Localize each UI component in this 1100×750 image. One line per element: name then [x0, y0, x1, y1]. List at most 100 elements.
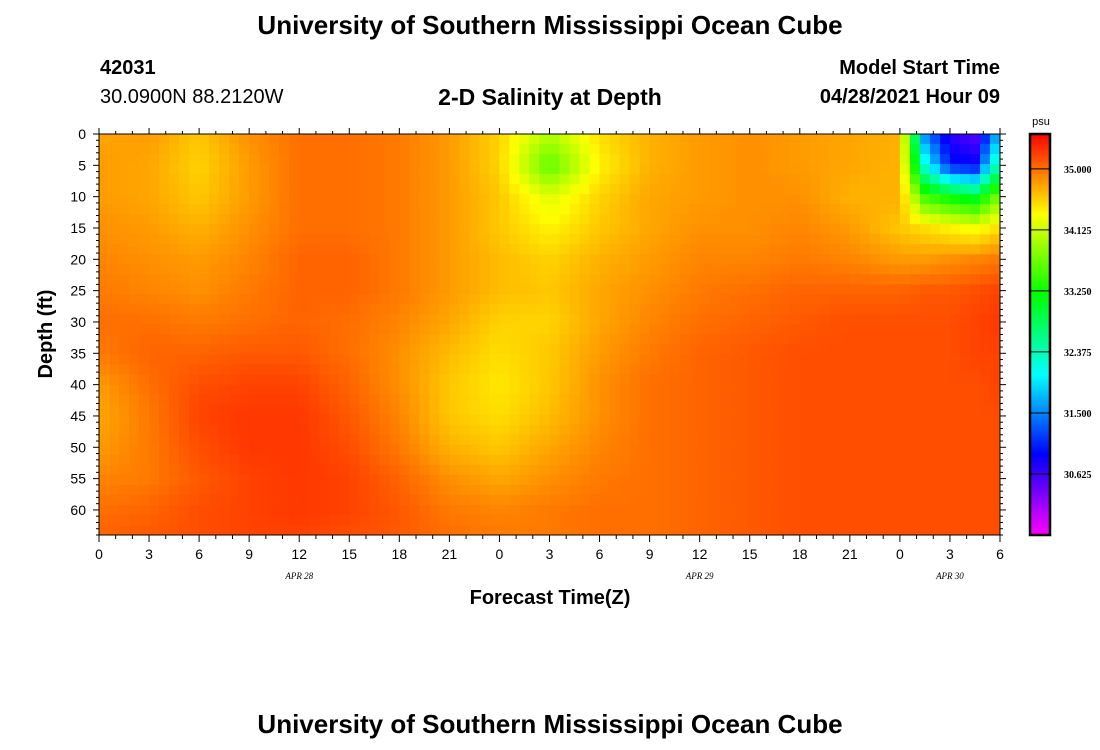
- heat-cell: [989, 304, 1000, 316]
- heat-cell: [229, 454, 240, 466]
- heat-cell: [629, 474, 641, 486]
- heat-cell: [699, 224, 711, 235]
- heat-cell: [619, 234, 631, 245]
- heat-cell: [299, 354, 310, 366]
- heat-cell: [399, 394, 410, 406]
- heat-cell: [799, 454, 811, 466]
- heat-cell: [309, 374, 320, 386]
- heat-cell: [409, 294, 420, 306]
- heat-cell: [279, 334, 290, 346]
- heat-cell: [579, 434, 591, 446]
- heat-cell: [849, 364, 861, 376]
- heat-cell: [409, 254, 420, 265]
- heat-cell: [259, 344, 270, 356]
- heat-cell: [609, 474, 621, 486]
- heat-cell: [439, 484, 450, 496]
- heat-cell: [849, 484, 861, 496]
- heat-cell: [319, 454, 330, 466]
- heat-cell: [539, 184, 551, 195]
- heat-cell: [709, 164, 721, 175]
- heat-cell: [889, 434, 901, 446]
- heat-cell: [169, 394, 180, 406]
- heat-cell: [109, 314, 120, 326]
- heat-cell: [299, 364, 310, 376]
- heat-cell: [339, 444, 350, 456]
- heat-cell: [249, 394, 260, 406]
- heat-cell: [609, 224, 621, 235]
- heat-cell: [619, 414, 631, 426]
- heat-cell: [379, 354, 390, 366]
- heat-cell: [279, 274, 290, 285]
- heat-cell: [139, 334, 150, 346]
- heat-cell: [939, 344, 951, 356]
- heat-cell: [879, 214, 891, 225]
- heat-cell: [569, 454, 581, 466]
- heat-cell: [229, 504, 240, 516]
- heat-cell: [379, 214, 390, 225]
- heat-cell: [529, 164, 541, 175]
- heat-cell: [859, 284, 871, 295]
- heat-cell: [529, 274, 541, 285]
- heat-cell: [899, 484, 911, 496]
- heat-cell: [899, 524, 911, 535]
- heat-cell: [879, 384, 891, 396]
- heat-cell: [349, 264, 360, 275]
- heat-cell: [349, 464, 360, 476]
- heat-cell: [229, 324, 240, 336]
- heat-cell: [709, 464, 721, 476]
- heat-cell: [889, 154, 901, 165]
- heat-cell: [739, 444, 751, 456]
- heat-cell: [439, 204, 450, 215]
- heat-cell: [299, 174, 310, 185]
- heat-cell: [769, 134, 781, 145]
- heat-cell: [559, 504, 571, 516]
- heat-cell: [429, 154, 440, 165]
- heat-cell: [389, 394, 400, 406]
- heat-cell: [589, 424, 601, 436]
- heat-cell: [989, 464, 1000, 476]
- heat-cell: [119, 294, 130, 306]
- heat-cell: [109, 144, 120, 155]
- heat-cell: [449, 304, 460, 316]
- heat-cell: [179, 424, 190, 436]
- heat-cell: [649, 484, 661, 496]
- heat-cell: [779, 224, 791, 235]
- heat-cell: [299, 264, 310, 275]
- heat-cell: [199, 364, 210, 376]
- heat-cell: [729, 404, 741, 416]
- heat-cell: [339, 494, 350, 506]
- heat-cell: [529, 234, 541, 245]
- heat-cell: [329, 494, 340, 506]
- heat-cell: [739, 134, 751, 145]
- heat-cell: [209, 204, 220, 215]
- heat-cell: [659, 494, 671, 506]
- heat-cell: [859, 364, 871, 376]
- heat-cell: [469, 494, 481, 506]
- heat-cell: [859, 194, 871, 205]
- heat-cell: [539, 504, 551, 516]
- heat-cell: [279, 364, 290, 376]
- heat-cell: [509, 174, 521, 185]
- heat-cell: [429, 324, 440, 336]
- heat-cell: [889, 504, 901, 516]
- heat-cell: [729, 244, 741, 255]
- heat-cell: [389, 524, 400, 535]
- heat-cell: [949, 354, 961, 366]
- heat-cell: [899, 224, 911, 235]
- heat-cell: [579, 444, 591, 456]
- heat-cell: [319, 214, 330, 225]
- heat-cell: [329, 234, 340, 245]
- heat-cell: [749, 244, 761, 255]
- heat-cell: [939, 144, 951, 155]
- heat-cell: [219, 364, 230, 376]
- heat-cell: [879, 424, 891, 436]
- heat-cell: [819, 504, 831, 516]
- heat-cell: [269, 184, 280, 195]
- heat-cell: [409, 144, 420, 155]
- heat-cell: [159, 304, 170, 316]
- heat-cell: [579, 284, 591, 295]
- heat-cell: [909, 494, 921, 506]
- heat-cell: [969, 144, 981, 155]
- heat-cell: [879, 504, 891, 516]
- heat-cell: [169, 184, 180, 195]
